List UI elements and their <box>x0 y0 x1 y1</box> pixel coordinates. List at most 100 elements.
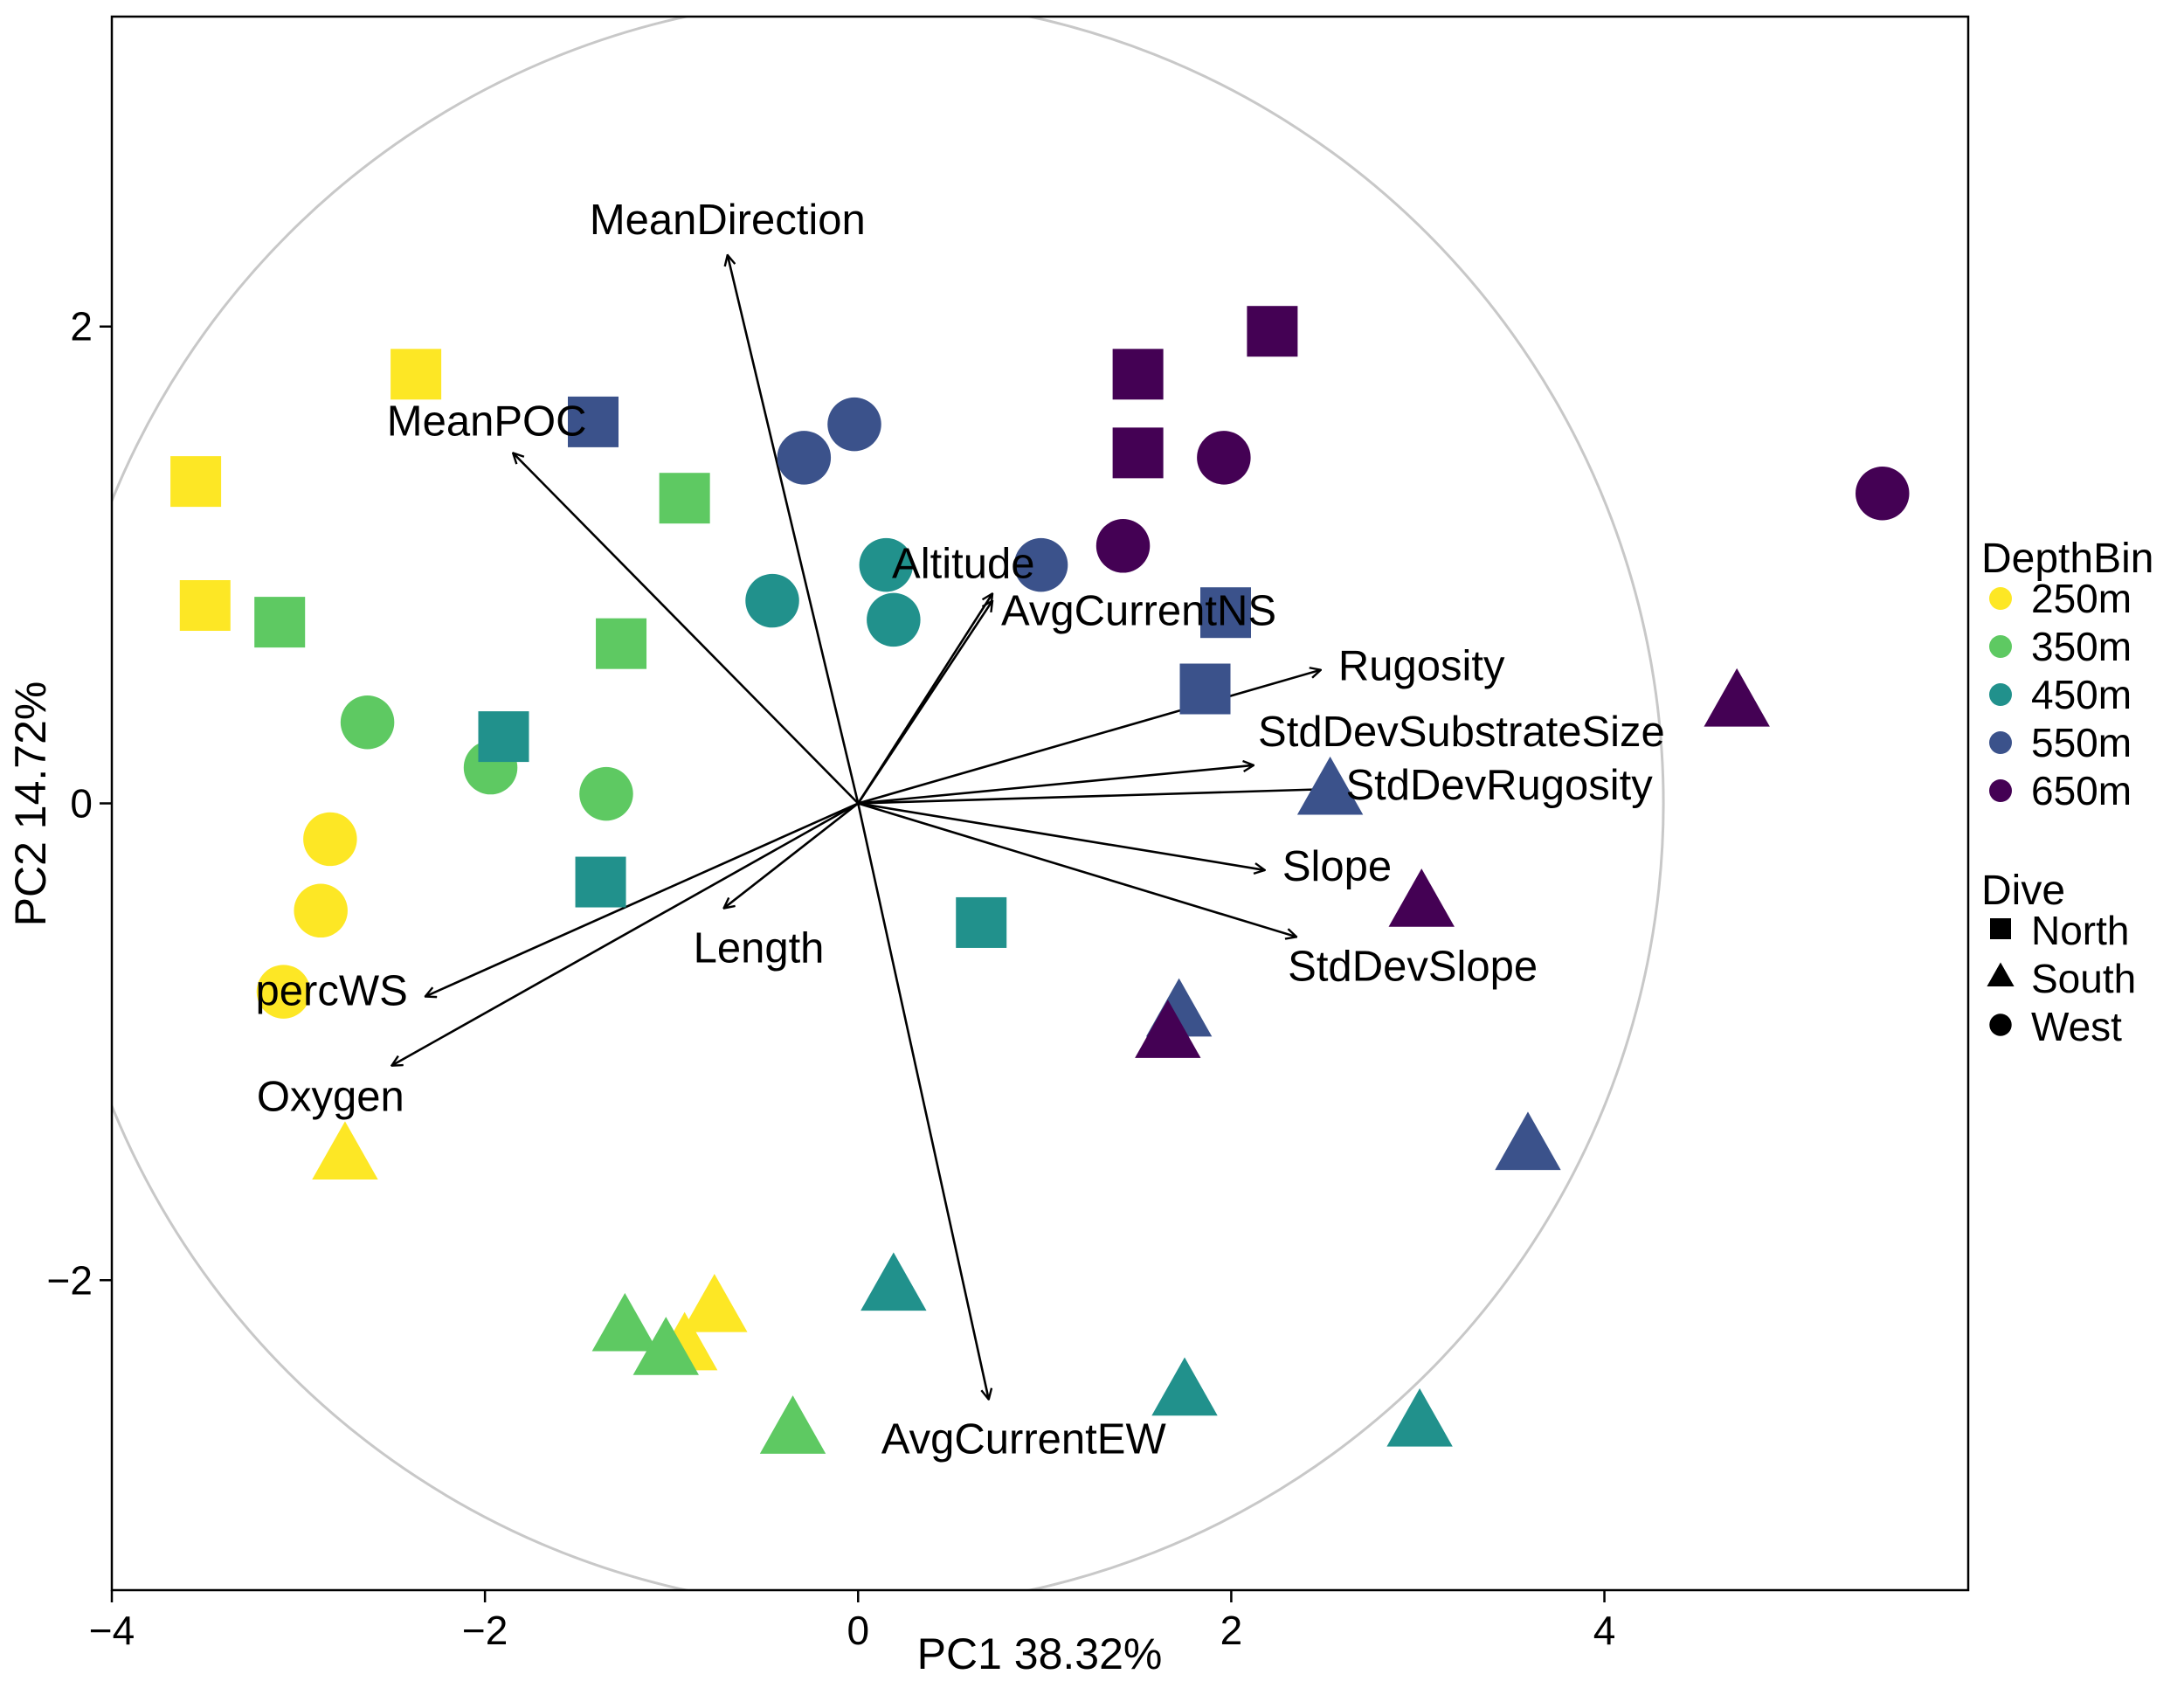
point-250m-west <box>256 965 311 1019</box>
loading-label-stddevrugosity: StdDevRugosity <box>1345 762 1653 809</box>
point-550m-west <box>1013 537 1068 592</box>
legend-swatch-450m <box>1989 683 2012 706</box>
legend-shape-label-north: North <box>2031 908 2129 953</box>
point-650m-west <box>1856 467 1910 521</box>
legend-label-650m: 650m <box>2031 768 2132 813</box>
loading-label-rugosity: Rugosity <box>1338 643 1505 690</box>
loading-label-slope: Slope <box>1282 843 1392 890</box>
loading-arrow-stddevslope <box>857 802 1296 937</box>
point-350m-south <box>759 1395 826 1454</box>
y-axis-label: PC2 14.72% <box>6 681 55 927</box>
legend-label-450m: 450m <box>2031 672 2132 717</box>
loading-arrow-meandirection <box>728 255 860 804</box>
x-tick-label: −4 <box>89 1608 135 1653</box>
plot-area: MeanDirection MeanPOC AltitudeAvgCurrentNS… <box>112 17 1910 1590</box>
point-250m-north <box>390 349 442 400</box>
loading-arrow-length <box>724 802 860 909</box>
x-tick-label: 4 <box>1593 1608 1616 1653</box>
legend-color-title: DepthBin <box>1981 536 2153 582</box>
point-450m-north <box>956 896 1007 948</box>
point-250m-north <box>179 580 231 632</box>
correlation-circle <box>112 17 1665 1590</box>
x-axis-label: PC1 38.32% <box>917 1629 1163 1678</box>
point-350m-north <box>596 618 647 669</box>
point-250m-south <box>312 1121 378 1180</box>
x-tick-label: −2 <box>462 1608 508 1653</box>
loading-arrow-meanpoc <box>513 453 860 805</box>
loading-label-percws: percWS <box>256 968 408 1015</box>
legend-shape-label-south: South <box>2031 956 2136 1001</box>
loading-label-meandirection: MeanDirection <box>590 197 866 244</box>
point-450m-north <box>478 711 529 763</box>
loading-arrow-avgcurrentew <box>857 803 988 1400</box>
point-350m-west <box>579 766 633 821</box>
y-tick-label: −2 <box>47 1257 93 1303</box>
loading-arrow-rugosity <box>857 670 1321 805</box>
loading-label-oxygen: Oxygen <box>257 1074 404 1121</box>
loading-arrow-oxygen <box>391 802 859 1066</box>
legend-label-550m: 550m <box>2031 720 2132 765</box>
point-450m-west <box>859 537 914 592</box>
legend-label-250m: 250m <box>2031 576 2132 621</box>
x-tick-label: 2 <box>1220 1608 1243 1653</box>
point-250m-west <box>294 883 348 938</box>
legend-shape-south <box>1987 962 2015 987</box>
point-350m-south <box>591 1292 659 1352</box>
point-650m-north <box>1247 306 1298 357</box>
legend-shape-west <box>1989 1013 2012 1036</box>
loading-label-stddevsubstratesize: StdDevSubstrateSize <box>1258 709 1665 756</box>
loading-label-length: Length <box>694 925 825 972</box>
y-tick-label: 2 <box>70 304 93 349</box>
point-550m-west <box>777 431 832 485</box>
point-650m-south <box>1388 868 1455 927</box>
point-550m-north <box>568 396 619 447</box>
legend-label-350m: 350m <box>2031 624 2132 669</box>
loading-arrow-avgcurrentns <box>857 601 992 805</box>
loading-label-altitude: Altitude <box>892 540 1034 587</box>
legend-swatch-350m <box>1989 635 2012 658</box>
legend-swatch-550m <box>1989 731 2012 754</box>
point-650m-west <box>1197 431 1251 485</box>
legend-swatch-650m <box>1989 779 2012 802</box>
point-550m-south <box>1495 1111 1561 1171</box>
point-350m-west <box>340 695 395 750</box>
point-450m-south <box>860 1252 927 1311</box>
point-350m-north <box>659 473 710 524</box>
point-250m-north <box>170 456 222 508</box>
x-axis: −4 −2 0 2 4 <box>89 1590 1616 1653</box>
legend-shape-label-west: West <box>2031 1004 2122 1049</box>
point-650m-west <box>1095 519 1151 573</box>
y-axis: −2 0 2 <box>47 304 112 1303</box>
loading-label-stddevslope: StdDevSlope <box>1288 943 1538 990</box>
legend-swatch-250m <box>1989 587 2012 610</box>
point-450m-south <box>1386 1387 1453 1447</box>
point-350m-north <box>254 597 306 648</box>
point-250m-west <box>303 812 357 867</box>
point-450m-west <box>745 573 799 628</box>
point-450m-south <box>1151 1357 1218 1416</box>
loading-label-avgcurrentew: AvgCurrentEW <box>881 1416 1167 1463</box>
loading-arrow-slope <box>858 802 1265 870</box>
legend-shape-north <box>1990 918 2011 939</box>
point-550m-south <box>1296 756 1364 815</box>
point-550m-west <box>827 397 881 452</box>
point-450m-west <box>867 592 921 647</box>
point-650m-south <box>1135 1000 1201 1058</box>
point-650m-north <box>1112 427 1164 479</box>
y-tick-label: 0 <box>70 781 93 827</box>
loading-arrow-stddevsubstratesize <box>858 765 1254 805</box>
loading-labels: MeanDirection MeanPOC AltitudeAvgCurrentNS… <box>256 197 1665 1463</box>
point-250m-south <box>681 1273 748 1332</box>
loading-label-avgcurrentns: AvgCurrentNS <box>1001 588 1276 635</box>
point-450m-north <box>575 856 626 908</box>
point-550m-north <box>1200 587 1251 639</box>
legend-shape-title: Dive <box>1981 868 2065 914</box>
loading-arrow-percws <box>425 802 859 997</box>
loading-label-meanpoc: MeanPOC <box>387 398 587 445</box>
data-points <box>170 306 1910 1454</box>
point-650m-south <box>1704 668 1770 727</box>
point-650m-north <box>1112 349 1164 400</box>
